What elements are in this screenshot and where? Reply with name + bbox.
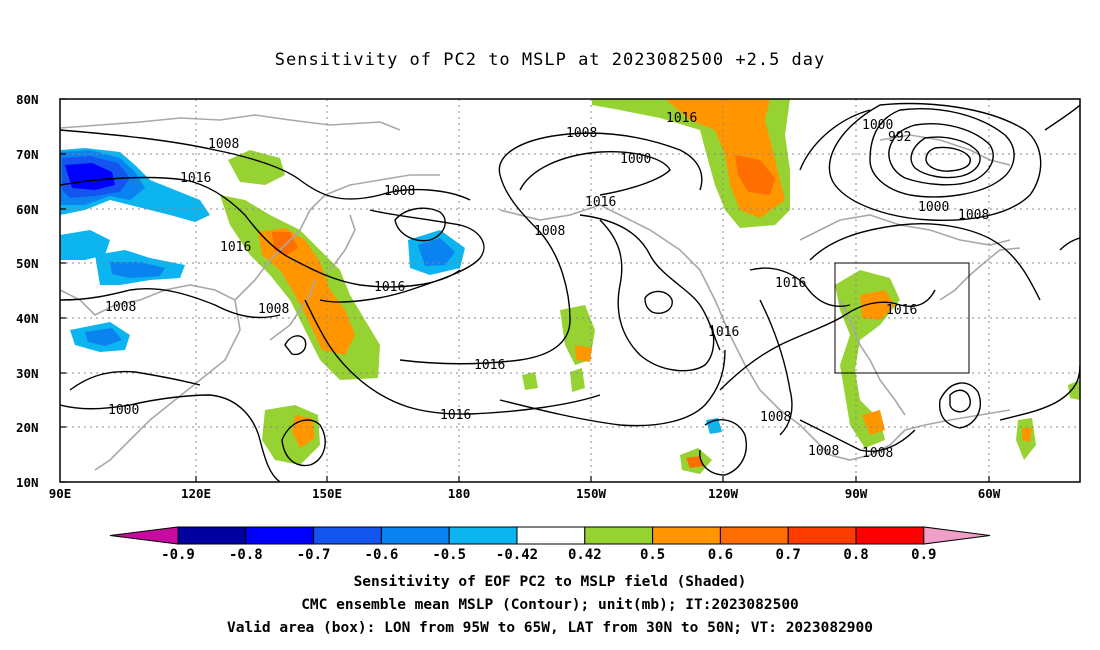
lat-label: 50N [16, 256, 39, 271]
contour-label: 1008 [208, 137, 239, 152]
positive-core2-bering-alaska [735, 155, 775, 195]
lat-label: 40N [16, 311, 39, 326]
colorbar-low-end [109, 526, 179, 545]
footer-line-2: CMC ensemble mean MSLP (Contour); unit(m… [301, 597, 799, 613]
tick-marks [60, 98, 990, 483]
contour-label: 1016 [180, 171, 211, 186]
footer-line-3: Valid area (box): LON from 95W to 65W, L… [226, 620, 873, 636]
lon-label: 90E [49, 486, 72, 501]
contour-labels: 1008 1016 1008 1016 1008 1008 1016 1008 … [105, 111, 989, 461]
colorbar-swatch [855, 526, 925, 545]
colorbar-tick-label: -0.6 [365, 547, 399, 563]
colorbar-swatch [448, 526, 518, 545]
contour-label: 1008 [384, 184, 415, 199]
colorbar-swatch [380, 526, 450, 545]
negative-core-china [110, 262, 165, 278]
contour-label: 1016 [775, 276, 806, 291]
positive-core-caribbean [1022, 428, 1032, 442]
colorbar-tick-label: -0.42 [496, 547, 538, 563]
valid-area-box [834, 262, 970, 374]
colorbar: -0.9 -0.8 -0.7 -0.6 -0.5 -0.42 0.42 0.5 0.6 0.7 0.… [109, 526, 991, 563]
colorbar-swatch [177, 526, 247, 545]
colorbar-swatch [516, 526, 586, 545]
colorbar-swatch [584, 526, 654, 545]
map-frame [59, 98, 1081, 483]
contour-label: 1008 [566, 126, 597, 141]
contour-label: 1016 [708, 325, 739, 340]
lat-label: 30N [16, 366, 39, 381]
contour-label: 1008 [760, 410, 791, 425]
contour-label: 1008 [808, 444, 839, 459]
contour-label: 1016 [666, 111, 697, 126]
lon-label: 60W [978, 486, 1001, 501]
lon-label: 120E [181, 486, 211, 501]
lon-label: 150W [576, 486, 607, 501]
lon-label: 120W [708, 486, 739, 501]
coastlines [60, 114, 1021, 471]
colorbar-tick-label: 0.7 [776, 547, 801, 563]
colorbar-swatch [313, 526, 382, 545]
lat-label: 80N [16, 92, 39, 107]
negative-core-pacific [418, 238, 455, 266]
positive-core-gulf [862, 410, 885, 435]
contour-label: 1000 [108, 403, 139, 418]
positive-region-atlantic [1068, 380, 1080, 400]
contour-label: 1008 [258, 302, 289, 317]
lat-label: 20N [16, 420, 39, 435]
positive-core-eastern-pacific [686, 456, 704, 468]
contour-label: 1016 [585, 195, 616, 210]
contour-label: 1000 [918, 200, 949, 215]
colorbar-tick-label: 0.8 [843, 547, 868, 563]
colorbar-tick-label: -0.7 [297, 547, 331, 563]
colorbar-swatch [245, 526, 315, 545]
contour-label: 1016 [374, 280, 405, 295]
contour-label: 992 [888, 130, 911, 145]
contour-label: 1000 [862, 118, 893, 133]
colorbar-tick-label: 0.9 [911, 547, 936, 563]
contour-label: 1016 [220, 240, 251, 255]
contour-label: 1000 [620, 152, 651, 167]
colorbar-tick-label: 0.5 [640, 547, 665, 563]
colorbar-tick-label: 0.6 [708, 547, 733, 563]
colorbar-high-end [923, 526, 991, 545]
positive-region-kamchatka-north [228, 150, 285, 185]
figure-title: Sensitivity of PC2 to MSLP at 2023082500… [274, 50, 826, 70]
contour-label: 1016 [886, 303, 917, 318]
negative-core3-siberia [65, 163, 115, 190]
lat-label: 70N [16, 147, 39, 162]
colorbar-swatch [719, 526, 789, 545]
sensitivity-shading [60, 99, 1080, 474]
colorbar-swatch [652, 526, 721, 545]
lon-label: 90W [845, 486, 868, 501]
positive-core-japan-sea [258, 228, 355, 355]
contour-label: 1008 [534, 224, 565, 239]
contour-label: 1008 [105, 300, 136, 315]
negative-core-tibet [85, 328, 122, 346]
contour-label: 1016 [440, 408, 471, 423]
footer-line-1: Sensitivity of EOF PC2 to MSLP field (Sh… [353, 574, 747, 590]
lon-label: 150E [312, 486, 342, 501]
colorbar-swatch [787, 526, 857, 545]
colorbar-tick-label: -0.8 [229, 547, 263, 563]
lon-label: 180 [448, 486, 471, 501]
mslp-contours [60, 102, 1080, 482]
negative-region-mongolia [60, 230, 110, 260]
latitude-labels: 80N 70N 60N 50N 40N 30N 20N 10N [16, 92, 39, 490]
colorbar-tick-label: -0.5 [432, 547, 466, 563]
positive-core-us-east [860, 290, 895, 320]
colorbar-tick-label: -0.9 [161, 547, 195, 563]
contour-label: 1016 [474, 358, 505, 373]
positive-core-west-pacific [292, 415, 315, 448]
longitude-labels: 90E 120E 150E 180 150W 120W 90W 60W [49, 486, 1001, 501]
colorbar-tick-label: 0.42 [568, 547, 602, 563]
contour-label: 1008 [958, 208, 989, 223]
positive-region-pacific-small [522, 372, 538, 390]
positive-core-central-pacific [575, 345, 592, 362]
contour-label: 1008 [862, 446, 893, 461]
positive-region-hawaii-south [570, 368, 585, 392]
lat-label: 10N [16, 475, 39, 490]
lat-label: 60N [16, 202, 39, 217]
